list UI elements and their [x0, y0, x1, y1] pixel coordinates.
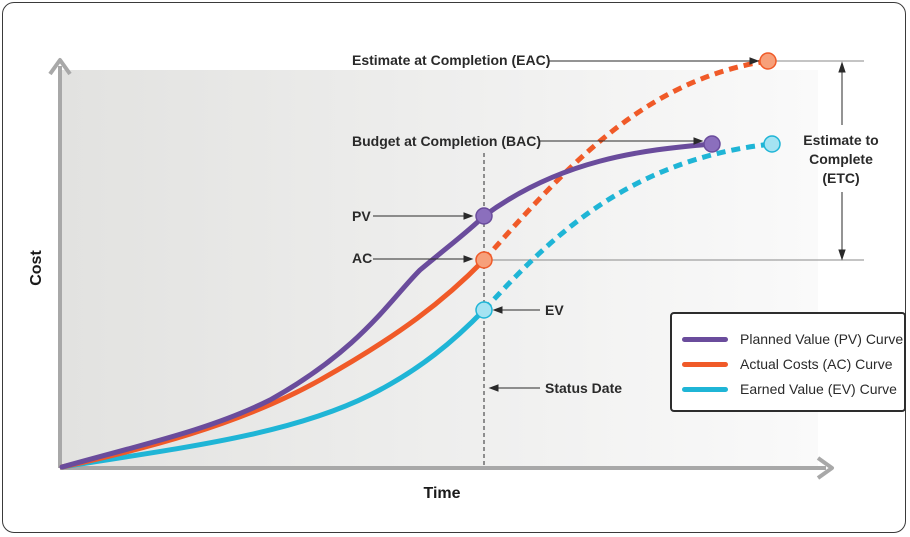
- legend-item-ev: Earned Value (EV) Curve: [682, 379, 897, 399]
- ev-end-marker: [763, 135, 781, 153]
- legend-swatch-ac: [682, 361, 728, 367]
- etc-label-line2: Complete: [809, 151, 873, 167]
- etc-label-line1: Estimate to: [803, 132, 878, 148]
- pv-label: PV: [352, 208, 371, 224]
- ac-curve: [59, 257, 487, 470]
- pv-marker: [475, 207, 493, 225]
- eac-label: Estimate at Completion (EAC): [352, 52, 550, 68]
- ev-forecast-curve: [482, 141, 773, 312]
- bac-marker: [703, 135, 721, 153]
- legend-swatch-ev: [682, 386, 728, 392]
- eac-marker: [759, 52, 777, 70]
- legend-label-pv: Planned Value (PV) Curve: [740, 331, 904, 347]
- legend-label-ev: Earned Value (EV) Curve: [740, 381, 897, 397]
- status-date-label: Status Date: [545, 380, 622, 396]
- callout-arrows: [373, 57, 846, 392]
- ac-forecast-curve: [482, 58, 769, 262]
- axes: [48, 58, 834, 480]
- legend-swatch-pv: [682, 336, 728, 342]
- ac-marker: [475, 251, 493, 269]
- x-axis-label: Time: [423, 485, 460, 502]
- ac-label: AC: [352, 250, 372, 266]
- ev-label: EV: [545, 302, 564, 318]
- legend-item-ac: Actual Costs (AC) Curve: [682, 354, 892, 374]
- legend-label-ac: Actual Costs (AC) Curve: [740, 356, 893, 372]
- legend-item-pv: Planned Value (PV) Curve: [682, 329, 903, 349]
- bac-label: Budget at Completion (BAC): [352, 133, 541, 149]
- ev-curve: [59, 307, 487, 470]
- ev-marker: [475, 301, 493, 319]
- legend: Planned Value (PV) Curve Actual Costs (A…: [670, 312, 906, 412]
- pv-curve: [59, 141, 715, 470]
- y-axis-label: Cost: [28, 250, 45, 286]
- etc-label-line3: (ETC): [822, 170, 859, 186]
